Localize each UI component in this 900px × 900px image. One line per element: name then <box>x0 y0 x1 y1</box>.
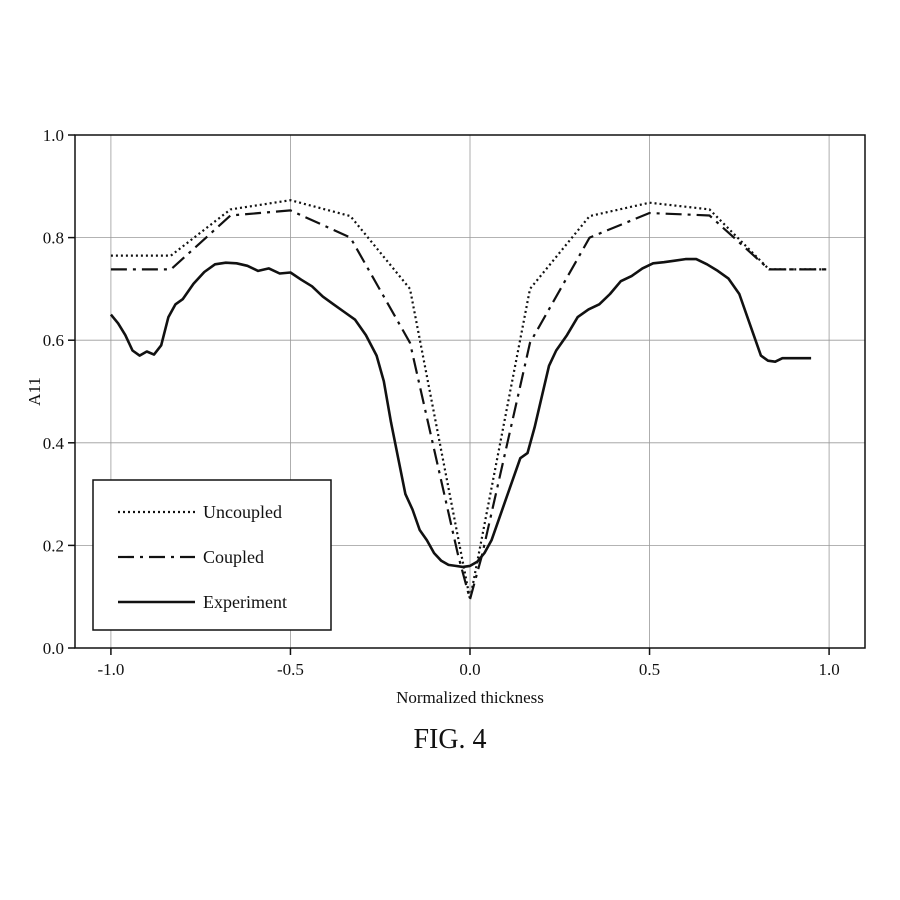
x-tick-label: -1.0 <box>97 660 124 679</box>
chart-legend: Uncoupled Coupled Experiment <box>92 479 332 631</box>
y-axis-label: A11 <box>25 377 44 406</box>
x-tick-label: 0.0 <box>459 660 480 679</box>
y-tick-label: 0.6 <box>43 331 64 350</box>
x-tick-label: -0.5 <box>277 660 304 679</box>
legend-label-uncoupled: Uncoupled <box>203 502 282 522</box>
series-line-uncoupled <box>110 199 830 601</box>
y-tick-label: 0.8 <box>43 229 64 248</box>
series-line-coupled <box>110 209 830 601</box>
legend-label-coupled: Coupled <box>203 547 264 567</box>
chart-series-layer <box>109 199 830 601</box>
chart-ticks: -1.0 -0.5 0.0 0.5 1.0 0.0 0.2 0.4 0.6 0.8 1.0 <box>43 126 840 679</box>
series-line-experiment <box>109 257 812 569</box>
figure-caption: FIG. 4 <box>413 724 487 755</box>
y-tick-label: 1.0 <box>43 126 64 145</box>
x-tick-label: 1.0 <box>818 660 839 679</box>
y-tick-label: 0.4 <box>43 434 65 453</box>
x-axis-label: Normalized thickness <box>396 688 544 707</box>
y-tick-label: 0.0 <box>43 639 64 658</box>
y-tick-label: 0.2 <box>43 536 64 555</box>
legend-box <box>92 479 332 631</box>
legend-label-experiment: Experiment <box>203 592 287 612</box>
x-tick-label: 0.5 <box>639 660 660 679</box>
